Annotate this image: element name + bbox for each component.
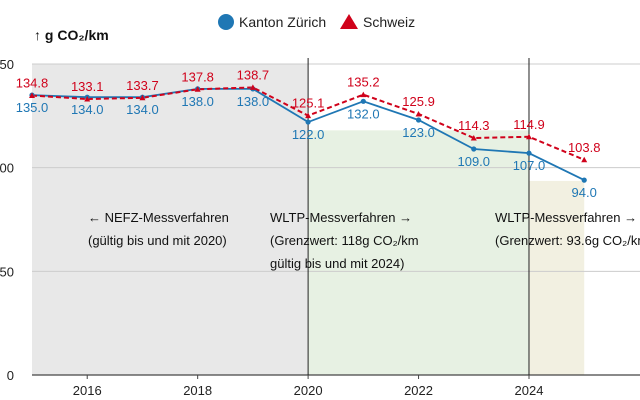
region-nefz bbox=[32, 64, 309, 375]
region-annotations: ← NEFZ-Messverfahren (gültig bis und mit … bbox=[88, 210, 640, 271]
point-kanton-zuerich bbox=[305, 119, 311, 125]
point-schweiz bbox=[360, 91, 367, 98]
label-schweiz: 133.1 bbox=[71, 79, 104, 94]
y-tick-label: 150 bbox=[0, 57, 14, 72]
measurement-regions bbox=[32, 64, 585, 375]
region-note: WLTP-Messverfahren → bbox=[495, 210, 637, 225]
y-tick-label: 0 bbox=[7, 368, 14, 383]
point-schweiz bbox=[470, 135, 477, 141]
x-tick-label: 2024 bbox=[515, 383, 544, 398]
x-tick-label: 2018 bbox=[183, 383, 212, 398]
legend-label-schweiz: Schweiz bbox=[363, 14, 415, 30]
region-note: (Grenzwert: 93.6g CO₂/km) bbox=[495, 233, 640, 248]
label-schweiz: 137.8 bbox=[181, 69, 214, 84]
point-kanton-zuerich bbox=[581, 177, 587, 183]
label-kanton-zuerich: 94.0 bbox=[572, 185, 597, 200]
region-note: (gültig bis und mit 2020) bbox=[88, 233, 227, 248]
label-schweiz: 138.7 bbox=[237, 67, 270, 82]
region-wltp-93 bbox=[528, 180, 585, 375]
point-schweiz bbox=[415, 110, 422, 117]
label-kanton-zuerich: 123.0 bbox=[402, 125, 435, 140]
label-kanton-zuerich: 134.0 bbox=[71, 102, 104, 117]
label-schweiz: 114.9 bbox=[513, 117, 545, 132]
region-note: WLTP-Messverfahren → bbox=[270, 210, 412, 225]
x-axis: 2016 2018 2020 2022 2024 bbox=[73, 375, 544, 398]
label-schweiz: 134.8 bbox=[16, 76, 49, 91]
point-schweiz bbox=[525, 133, 532, 140]
region-note: gültig bis und mit 2024) bbox=[270, 256, 404, 271]
label-kanton-zuerich: 109.0 bbox=[457, 154, 490, 169]
legend-marker-kanton-zuerich bbox=[218, 14, 234, 30]
label-kanton-zuerich: 135.0 bbox=[16, 100, 49, 115]
point-kanton-zuerich bbox=[415, 117, 422, 123]
region-wltp-118 bbox=[308, 130, 529, 375]
label-kanton-zuerich: 134.0 bbox=[126, 102, 159, 117]
x-tick-label: 2022 bbox=[404, 383, 433, 398]
series-markers bbox=[29, 84, 588, 183]
label-schweiz: 103.8 bbox=[568, 140, 601, 155]
y-axis-title: ↑ g CO₂/km bbox=[34, 27, 109, 43]
point-schweiz bbox=[29, 92, 35, 99]
label-kanton-zuerich: 107.0 bbox=[513, 158, 546, 173]
label-schweiz: 114.3 bbox=[458, 118, 490, 133]
label-kanton-zuerich: 122.0 bbox=[292, 127, 325, 142]
point-kanton-zuerich bbox=[360, 98, 366, 104]
label-schweiz: 135.2 bbox=[347, 75, 380, 90]
x-tick-label: 2016 bbox=[73, 383, 102, 398]
point-schweiz bbox=[194, 86, 201, 92]
region-note: (Grenzwert: 118g CO₂/km bbox=[270, 233, 419, 248]
legend-marker-schweiz bbox=[340, 14, 358, 29]
region-note: ← NEFZ-Messverfahren bbox=[88, 210, 229, 225]
point-schweiz bbox=[305, 112, 312, 119]
point-schweiz bbox=[139, 94, 146, 101]
x-tick-label: 2020 bbox=[294, 383, 323, 398]
point-schweiz bbox=[581, 156, 588, 163]
legend: Kanton Zürich Schweiz bbox=[218, 14, 415, 30]
legend-label-kanton-zuerich: Kanton Zürich bbox=[239, 14, 326, 30]
point-schweiz bbox=[84, 96, 91, 102]
y-tick-label: 50 bbox=[0, 264, 14, 279]
y-tick-label: 100 bbox=[0, 161, 14, 176]
data-labels: 135.0 134.0 134.0 138.0 138.0 122.0 132.0 123.0… bbox=[16, 67, 601, 200]
label-kanton-zuerich: 138.0 bbox=[237, 94, 270, 109]
label-schweiz: 125.9 bbox=[402, 94, 435, 109]
y-axis: 0 50 100 150 bbox=[0, 57, 14, 383]
label-kanton-zuerich: 132.0 bbox=[347, 106, 380, 121]
method-dividers bbox=[307, 58, 530, 375]
label-schweiz: 133.7 bbox=[126, 78, 159, 93]
label-kanton-zuerich: 138.0 bbox=[181, 94, 214, 109]
label-schweiz: 125.1 bbox=[292, 96, 325, 111]
point-schweiz bbox=[249, 84, 256, 90]
y-gridlines bbox=[32, 63, 640, 376]
point-kanton-zuerich bbox=[526, 150, 532, 156]
point-kanton-zuerich bbox=[471, 146, 477, 152]
